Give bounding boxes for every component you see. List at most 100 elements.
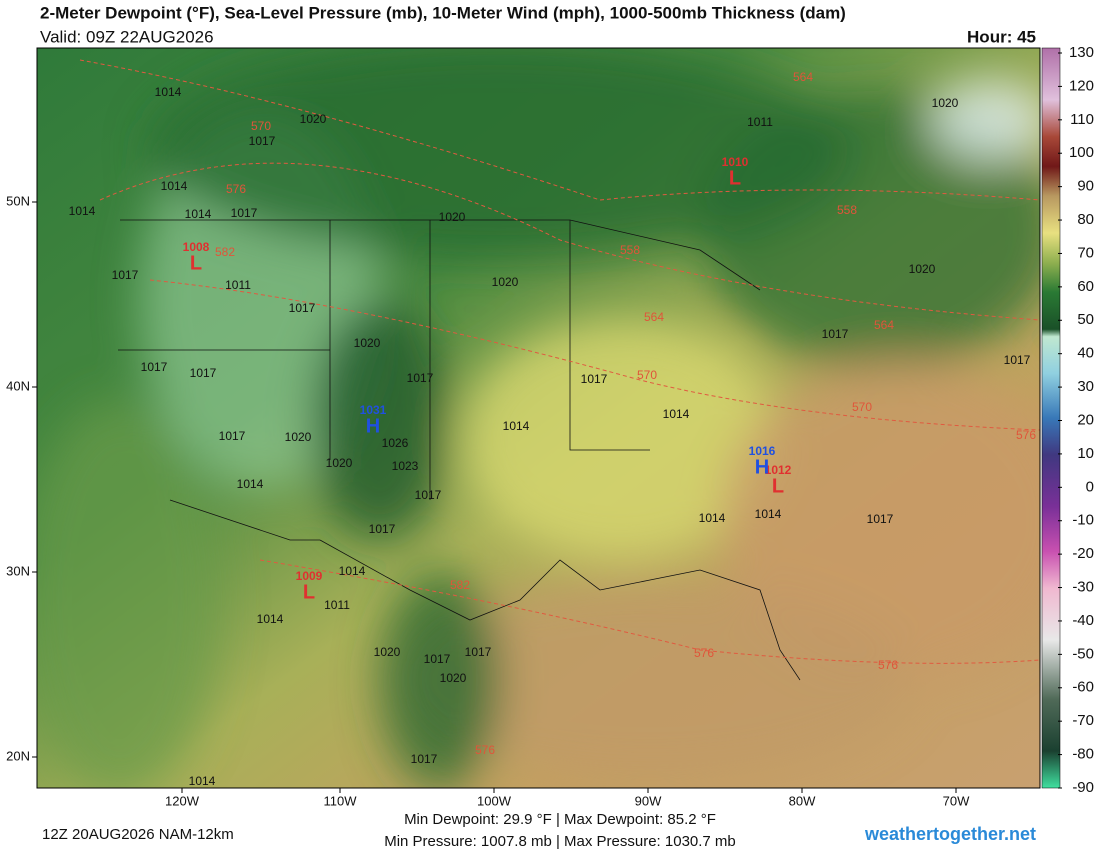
pressure-center-symbol: H	[755, 456, 769, 478]
pressure-range: Min Pressure: 1007.8 mb | Max Pressure: …	[384, 833, 736, 850]
isobar-label: 1017	[249, 134, 276, 148]
longitude-label: 90W	[635, 793, 662, 808]
isobar-label: 1017	[415, 488, 442, 502]
isobar-label: 1020	[354, 336, 381, 350]
colorbar-tick-label: -80	[1072, 746, 1094, 763]
isobar-label: 1017	[231, 206, 258, 220]
pressure-center-symbol: L	[303, 581, 315, 603]
thickness-label: 570	[852, 400, 872, 414]
isobar-label: 1014	[699, 511, 726, 525]
valid-time: Valid: 09Z 22AUG2026	[40, 27, 214, 46]
colorbar-tick-label: -90	[1072, 779, 1094, 796]
isobar-label: 1017	[289, 301, 316, 315]
isobar-label: 1017	[112, 268, 139, 282]
thickness-label: 576	[694, 646, 714, 660]
colorbar-tick-label: -60	[1072, 679, 1094, 696]
thickness-label: 570	[251, 119, 271, 133]
isobar-label: 1020	[285, 430, 312, 444]
isobar-label: 1017	[141, 360, 168, 374]
thickness-label: 564	[874, 318, 894, 332]
colorbar-tick-label: 100	[1069, 144, 1094, 161]
forecast-hour: Hour: 45	[967, 27, 1036, 46]
thickness-label: 582	[215, 245, 235, 259]
colorbar-tick-label: 120	[1069, 77, 1094, 94]
latitude-label: 50N	[6, 193, 30, 208]
thickness-label: 576	[226, 182, 246, 196]
isobar-label: 1017	[407, 371, 434, 385]
isobar-label: 1017	[219, 429, 246, 443]
thickness-label: 582	[450, 578, 470, 592]
pressure-center-value: 1008	[183, 240, 210, 254]
longitude-label: 100W	[477, 793, 512, 808]
thickness-label: 576	[1016, 428, 1036, 442]
pressure-center-symbol: L	[190, 252, 202, 274]
longitude-label: 70W	[943, 793, 970, 808]
thickness-label: 576	[878, 658, 898, 672]
isobar-label: 1014	[161, 179, 188, 193]
latitude-label: 20N	[6, 748, 30, 763]
colorbar-tick-label: 70	[1077, 244, 1094, 261]
longitude-label: 110W	[324, 793, 358, 808]
colorbar-tick-label: -30	[1072, 579, 1094, 596]
dewpoint-range: Min Dewpoint: 29.9 °F | Max Dewpoint: 85…	[404, 811, 716, 828]
thickness-label: 570	[637, 368, 657, 382]
isobar-label: 1017	[190, 366, 217, 380]
colorbar-tick-label: 110	[1070, 111, 1094, 128]
borders	[118, 219, 801, 681]
isobar-label: 1014	[185, 207, 212, 221]
isobar-label: 1020	[374, 645, 401, 659]
isobar-label: 1014	[257, 612, 284, 626]
map-area	[37, 48, 1040, 788]
isobar-label: 1017	[581, 372, 608, 386]
isobar-label: 1020	[326, 456, 353, 470]
isobar-label: 1011	[225, 278, 251, 292]
colorbar-tick-label: -70	[1072, 712, 1094, 729]
colorbar-tick-label: -10	[1072, 512, 1094, 529]
colorbar-tick-label: 0	[1086, 478, 1094, 495]
pressure-center-value: 1016	[749, 444, 776, 458]
pressure-center-value: 1010	[722, 155, 749, 169]
isobar-label: 1011	[324, 598, 350, 612]
pressure-center-value: 1009	[296, 569, 323, 583]
colorbar-tick-label: 20	[1077, 411, 1094, 428]
colorbar-tick-label: 10	[1077, 445, 1094, 462]
isobar-label: 1020	[439, 210, 466, 224]
isobar-label: 1026	[382, 436, 409, 450]
isobar-label: 1020	[492, 275, 519, 289]
longitude-label: 80W	[789, 793, 816, 808]
colorbar	[1041, 47, 1061, 789]
thickness-label: 558	[620, 243, 640, 257]
thickness-label: 576	[475, 743, 495, 757]
isobar-label: 1017	[465, 645, 492, 659]
map-title: 2-Meter Dewpoint (°F), Sea-Level Pressur…	[40, 3, 846, 22]
pressure-center-symbol: H	[366, 415, 380, 437]
colorbar-tick-label: -40	[1072, 612, 1094, 629]
pressure-center-symbol: L	[772, 475, 784, 497]
isobar-label: 1014	[755, 507, 782, 521]
isobar-label: 1011	[747, 115, 773, 129]
isobar-label: 1017	[867, 512, 894, 526]
latitude-label: 30N	[6, 563, 30, 578]
pressure-center-value: 1012	[765, 463, 792, 477]
site-credit: weathertogether.net	[864, 824, 1036, 844]
colorbar-tick-label: 50	[1077, 311, 1094, 328]
isobar-label: 1014	[339, 564, 366, 578]
model-run: 12Z 20AUG2026 NAM-12km	[42, 826, 234, 843]
isobar-label: 1014	[237, 477, 264, 491]
colorbar-tick-label: 40	[1077, 345, 1094, 362]
colorbar-tick-label: 130	[1069, 44, 1094, 61]
colorbar-tick-label: -50	[1072, 645, 1094, 662]
isobar-label: 1014	[69, 204, 96, 218]
isobar-label: 1014	[189, 774, 216, 788]
isobar-label: 1020	[932, 96, 959, 110]
colorbar-tick-label: 30	[1077, 378, 1094, 395]
thickness-label: 558	[837, 203, 857, 217]
colorbar-tick-label: 90	[1077, 178, 1094, 195]
colorbar-tick-label: -20	[1072, 545, 1094, 562]
isobar-label: 1023	[392, 459, 419, 473]
isobar-label: 1014	[503, 419, 530, 433]
isobar-label: 1020	[440, 671, 467, 685]
dewpoint-field	[37, 48, 1040, 788]
